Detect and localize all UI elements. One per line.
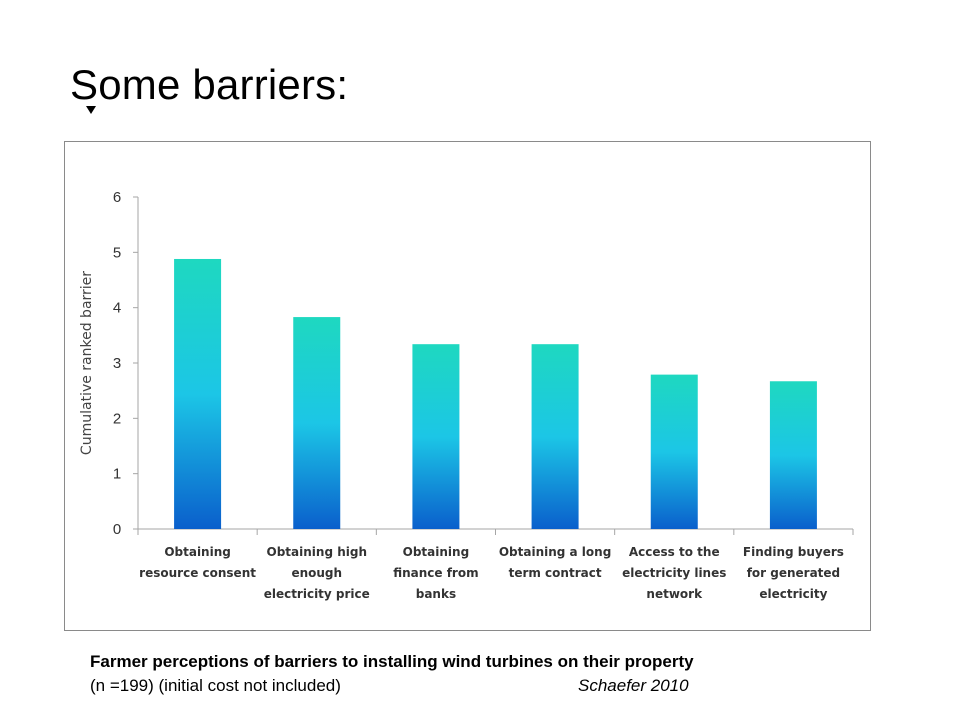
x-category-label-line: finance from	[393, 566, 478, 580]
bar	[174, 258, 222, 529]
y-tick-label: 2	[113, 410, 121, 427]
y-tick-label: 1	[113, 466, 121, 483]
x-category-label: Obtaining resource consent	[139, 545, 256, 580]
x-category-label-line: resource consent	[139, 566, 256, 580]
cursor-marker-icon	[86, 106, 96, 114]
caption-note: (n =199) (initial cost not included)	[90, 676, 341, 695]
caption-source: Schaefer 2010	[578, 676, 689, 695]
caption-subtitle: (n =199) (initial cost not included) Sch…	[90, 674, 890, 698]
x-category-label-line: electricity price	[264, 587, 370, 601]
x-category-label-line: term contract	[509, 566, 602, 580]
y-tick-label: 3	[113, 355, 121, 372]
x-category-label: Access to the electricity lines network	[622, 545, 726, 601]
bar	[769, 381, 817, 529]
x-category-label: Finding buyers for generated electricity	[743, 545, 844, 601]
x-category-label: Obtaining a long term contract	[499, 545, 611, 580]
x-category-label-line: electricity lines	[622, 566, 726, 580]
bar	[531, 344, 579, 529]
figure-caption: Farmer perceptions of barriers to instal…	[90, 650, 890, 698]
bar	[650, 374, 698, 529]
x-category-label-line: Finding buyers	[743, 545, 844, 559]
y-tick-label: 4	[113, 300, 121, 317]
y-tick-label: 6	[113, 189, 121, 206]
x-category-label-line: network	[646, 587, 703, 601]
bar	[412, 344, 460, 529]
x-category-label-line: electricity	[759, 587, 827, 601]
x-category-label-line: Obtaining	[164, 545, 231, 559]
y-tick-label: 5	[113, 244, 121, 261]
y-tick-label: 0	[113, 521, 121, 538]
x-category-label-line: Obtaining	[403, 545, 470, 559]
x-category-label-line: Access to the	[629, 545, 720, 559]
caption-title: Farmer perceptions of barriers to instal…	[90, 652, 694, 671]
bar	[293, 317, 341, 529]
x-category-label-line: for generated	[747, 566, 840, 580]
x-category-label: Obtaining high enough electricity price	[264, 545, 370, 601]
slide-title: Some barriers:	[70, 61, 349, 108]
x-category-label: Obtaining finance from banks	[393, 545, 478, 601]
x-category-label-line: Obtaining a long	[499, 545, 611, 559]
x-category-label-line: banks	[416, 587, 456, 601]
y-axis-label: Cumulative ranked barrier	[79, 271, 95, 455]
bar-chart: 0 1 2 3 4 5 6 Obtaining resource consent Obtainin…	[64, 141, 871, 631]
x-category-label-line: enough	[291, 566, 342, 580]
x-category-label-line: Obtaining high	[267, 545, 368, 559]
